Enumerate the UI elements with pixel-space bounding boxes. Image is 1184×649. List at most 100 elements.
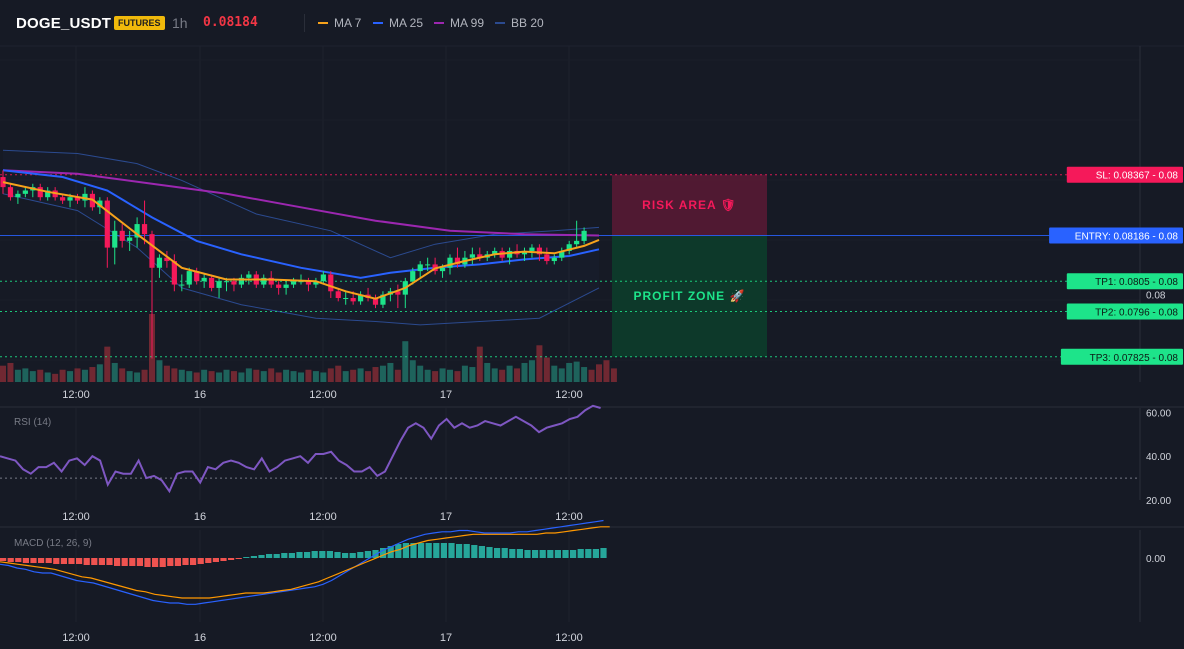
legend-ma25[interactable]: MA 25 <box>373 16 423 30</box>
volume-bar <box>29 371 36 382</box>
macd-histogram-bar <box>91 558 98 565</box>
candle-body <box>529 247 535 251</box>
tp2-label-text: TP2: 0.0796 - 0.08 <box>1095 307 1178 318</box>
macd-histogram-bar <box>129 558 136 566</box>
volume-bar <box>365 371 372 382</box>
volume-bar <box>454 371 461 382</box>
volume-bar <box>417 365 424 382</box>
volume-bar <box>528 360 535 382</box>
volume-bar <box>59 369 66 382</box>
candle-body <box>566 244 572 251</box>
macd-histogram-bar <box>380 548 387 558</box>
futures-badge: FUTURES <box>114 16 165 30</box>
candle-body <box>268 277 274 285</box>
macd-histogram-bar <box>554 550 561 558</box>
sl-label-text: SL: 0.08367 - 0.08 <box>1096 171 1179 182</box>
candle-body <box>45 190 51 198</box>
bb20-swatch <box>495 22 505 24</box>
legend-ma99[interactable]: MA 99 <box>434 16 484 30</box>
volume-bar <box>424 369 431 382</box>
macd-histogram-bar <box>592 549 599 558</box>
macd-histogram-bar <box>197 558 204 564</box>
tp3-label-text: TP3: 0.07825 - 0.08 <box>1090 353 1179 364</box>
macd-histogram-bar <box>235 558 242 559</box>
macd-histogram-bar <box>53 558 60 564</box>
candle-body <box>544 254 550 262</box>
candle-body <box>209 277 215 288</box>
macd-histogram-bar <box>547 550 554 558</box>
x-axis-tick: 16 <box>194 511 206 523</box>
volume-bar <box>514 368 521 382</box>
entry-label-bg <box>1049 227 1183 244</box>
legend-ma99-label: MA 99 <box>450 16 485 30</box>
macd-histogram-bar <box>494 548 501 558</box>
macd-histogram-bar <box>319 551 326 558</box>
candle-body <box>149 234 155 268</box>
candle-body <box>507 250 513 258</box>
macd-histogram-bar <box>349 553 356 558</box>
last-price: 0.08184 <box>203 15 258 30</box>
macd-histogram-bar <box>471 545 478 558</box>
volume-bar <box>44 372 51 382</box>
chart-header: DOGE_USDT FUTURES 1h 0.08184 MA 7 MA 25 … <box>0 0 1184 46</box>
macd-histogram-bar <box>577 549 584 558</box>
candle-body <box>551 257 557 262</box>
volume-bar <box>37 369 44 382</box>
volume-bar <box>543 357 550 382</box>
candle-body <box>283 284 289 288</box>
macd-histogram-bar <box>45 558 52 563</box>
volume-bar <box>469 367 476 382</box>
legend-ma7-label: MA 7 <box>334 16 362 30</box>
macd-histogram-bar <box>410 543 417 558</box>
candle-body <box>574 240 580 245</box>
macd-histogram-bar <box>562 550 569 558</box>
macd-histogram-bar <box>258 555 265 558</box>
tp1-label-text: TP1: 0.0805 - 0.08 <box>1095 277 1178 288</box>
legend-ma7[interactable]: MA 7 <box>318 16 361 30</box>
volume-bar <box>193 372 200 382</box>
tp1-price-label: TP1: 0.0805 - 0.08 <box>1066 273 1183 290</box>
macd-histogram-bar <box>83 558 90 565</box>
volume-bar <box>335 365 342 382</box>
macd-histogram-bar <box>174 558 181 566</box>
volume-bar <box>491 368 498 382</box>
volume-bar <box>558 368 565 382</box>
tp3-label-bg <box>1060 348 1183 365</box>
macd-histogram-bar <box>539 550 546 558</box>
volume-bar <box>484 362 491 382</box>
sl-label-bg <box>1066 166 1183 183</box>
candle-body <box>104 200 110 248</box>
volume-bar <box>305 369 312 382</box>
candle-body <box>305 281 312 285</box>
volume-bar <box>253 369 260 382</box>
legend-bb20-label: BB 20 <box>511 16 544 30</box>
macd-histogram-bar <box>570 550 577 558</box>
rsi-axis-tick: 40.00 <box>1146 452 1171 463</box>
volume-bar <box>245 368 252 382</box>
candle-body <box>223 281 230 283</box>
timeframe-selector[interactable]: 1h <box>172 15 188 31</box>
candle-body <box>380 294 386 305</box>
candle-body <box>447 257 453 268</box>
volume-bar <box>171 368 178 382</box>
macd-histogram-bar <box>266 554 273 558</box>
profit-zone <box>612 235 767 357</box>
volume-bar <box>186 371 193 382</box>
candle-body <box>290 281 297 285</box>
volume-bar <box>223 369 230 382</box>
macd-histogram-bar <box>425 543 432 558</box>
legend-bb20[interactable]: BB 20 <box>495 16 544 30</box>
volume-bar <box>111 362 118 382</box>
macd-histogram-bar <box>60 558 67 564</box>
candle-body <box>156 257 163 268</box>
symbol-name[interactable]: DOGE_USDT <box>16 15 112 32</box>
volume-bar <box>588 369 595 382</box>
macd-histogram-bar <box>486 547 493 558</box>
candle-body <box>439 267 446 272</box>
volume-bar <box>230 371 237 382</box>
x-axis-tick: 12:00 <box>309 632 337 644</box>
volume-bar <box>476 346 483 382</box>
candle-body <box>0 177 6 188</box>
volume-bar <box>566 362 573 382</box>
